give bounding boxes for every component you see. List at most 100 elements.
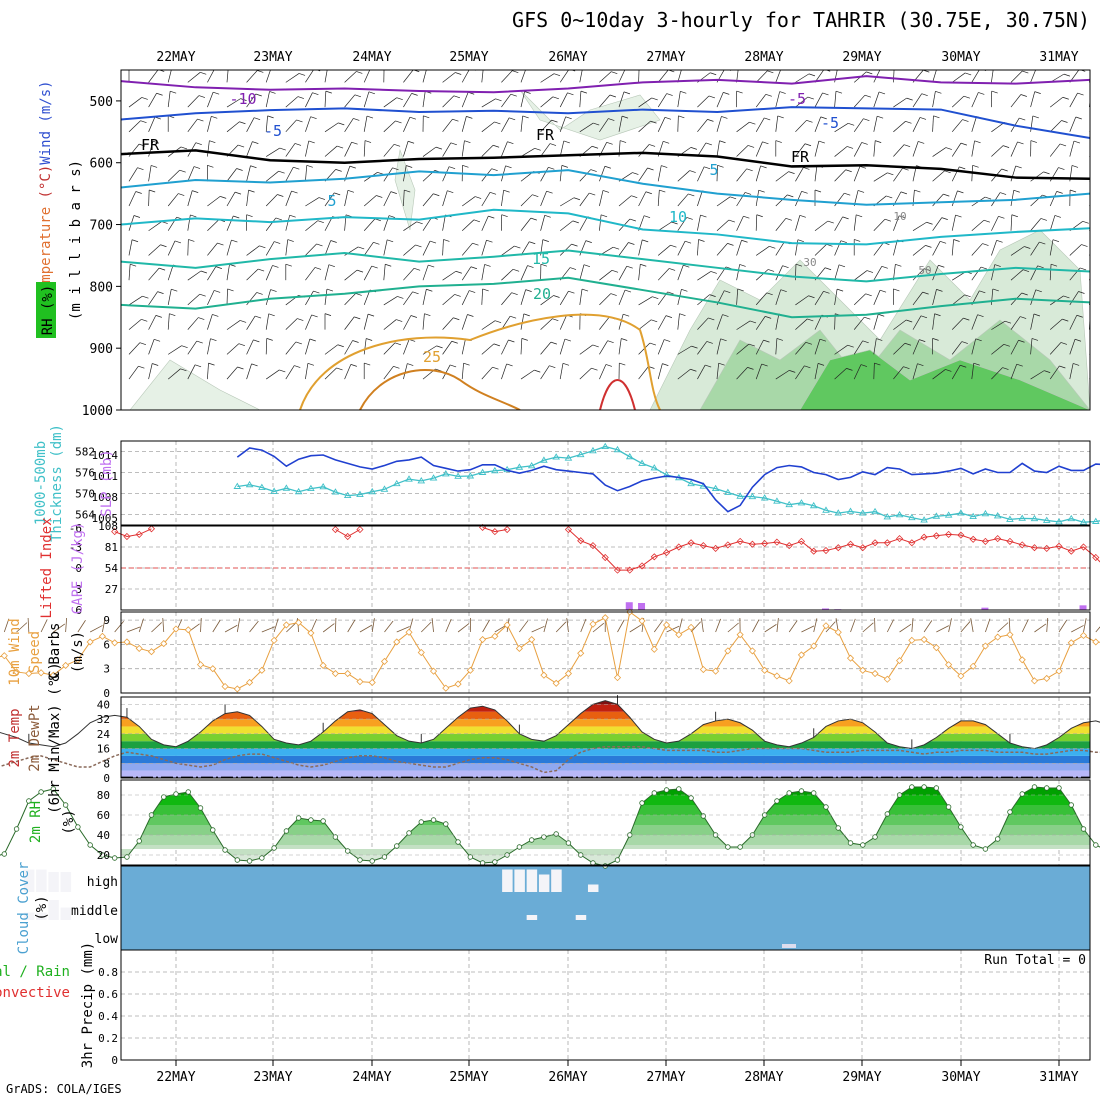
thickness-point xyxy=(981,509,990,517)
wind-barb xyxy=(795,120,807,133)
wind-barb xyxy=(716,363,720,380)
wind-speed-point xyxy=(417,648,425,657)
wind-barb xyxy=(363,314,369,330)
wind-barb xyxy=(1069,315,1078,330)
wind-barb xyxy=(285,318,298,330)
wind-barb-flag xyxy=(139,342,147,345)
wind-barb-flag xyxy=(532,194,539,198)
wind-barb xyxy=(344,94,356,108)
surface-wind-barb xyxy=(77,620,86,633)
rh-shading xyxy=(519,89,661,141)
date-label-top: 28MAY xyxy=(744,50,783,65)
wind-barb-flag xyxy=(491,168,498,171)
surface-wind-barb xyxy=(1046,618,1049,633)
wind-barb-flag xyxy=(314,267,322,270)
wind-barb-flag xyxy=(906,97,913,101)
wind-barb-flag xyxy=(1074,338,1082,342)
wind-speed-point xyxy=(969,662,977,670)
rh-point xyxy=(430,817,437,823)
li-point xyxy=(564,525,573,534)
wind-barb-flag xyxy=(767,70,774,74)
wind-barb-flag xyxy=(945,369,952,372)
wind-barb-flag xyxy=(980,266,988,270)
wind-barb xyxy=(520,369,535,380)
wind-barb xyxy=(383,191,392,207)
wind-barb xyxy=(246,268,259,281)
upper-air-label-part: Temperature xyxy=(38,198,54,299)
date-label-top: 22MAY xyxy=(156,50,195,65)
wind-barb-flag xyxy=(1021,292,1028,296)
temp-contour xyxy=(121,169,1090,206)
wind-barb xyxy=(1089,353,1090,355)
wind-barb-flag xyxy=(906,319,913,323)
thickness-point xyxy=(319,482,327,490)
wind-barb xyxy=(167,313,170,330)
wind-barb-flag xyxy=(758,189,765,193)
temp-band xyxy=(121,770,1090,778)
wind-barb xyxy=(540,365,550,380)
wind-barb-flag xyxy=(436,345,443,349)
wind-barb xyxy=(540,143,551,157)
wind-barb-flag xyxy=(253,339,260,343)
wind-barb-flag xyxy=(228,66,234,68)
wind-barb-flag xyxy=(623,313,630,317)
wind-barb xyxy=(540,215,546,231)
run-total-label: Run Total = 0 xyxy=(984,953,1086,968)
rh-point xyxy=(344,848,351,854)
wind-barb-flag xyxy=(317,220,324,223)
wind-barb-flag xyxy=(138,365,145,369)
surface-wind-barb xyxy=(322,623,335,633)
wind-barb-flag xyxy=(678,115,685,119)
surface-wind-barb xyxy=(1058,620,1067,633)
date-label-top: 29MAY xyxy=(842,50,881,65)
surface-wind-barb xyxy=(653,620,663,633)
wind-barb xyxy=(559,338,566,355)
wind-barb xyxy=(599,293,611,306)
thickness-tick-label: 570 xyxy=(75,488,95,501)
wind-speed-point xyxy=(282,621,290,629)
wind-barb-flag xyxy=(521,338,528,341)
wind-barb-flag xyxy=(250,165,257,169)
wind-barb-flag xyxy=(310,116,317,120)
wind-barb xyxy=(951,294,965,306)
wind-barb xyxy=(540,318,553,330)
rh-tick-label: 80 xyxy=(97,789,110,802)
rh-band xyxy=(121,815,1090,825)
wind-barb-flag xyxy=(650,120,657,124)
thickness-point xyxy=(1006,515,1014,522)
wind-barb xyxy=(991,145,1004,157)
wind-barb xyxy=(697,142,707,157)
rh-point xyxy=(737,844,743,850)
wind-barb-flag xyxy=(475,196,482,199)
wind-barb xyxy=(226,320,241,330)
wind-barb xyxy=(951,239,954,256)
wind-barb-flag xyxy=(818,140,825,144)
wind-barb-flag xyxy=(409,339,416,342)
temp-band xyxy=(121,700,1090,705)
thickness-point xyxy=(625,452,634,460)
wind-barb xyxy=(1010,141,1018,157)
cloud-bar-middle xyxy=(36,912,47,920)
cloud-unit-part: (%) xyxy=(34,895,50,920)
wind-barb-flag xyxy=(854,239,861,242)
wind-barb-flag xyxy=(681,288,688,292)
wind-barb-flag xyxy=(877,115,884,119)
rh-point xyxy=(369,858,375,864)
wind-barb xyxy=(853,166,861,182)
wind-barb xyxy=(344,340,353,355)
wind-barb-flag xyxy=(527,265,534,268)
wind-barb-flag xyxy=(1063,295,1070,299)
wind-barb-flag xyxy=(845,169,852,173)
wind-barb xyxy=(951,119,963,133)
li-tick-label: 6 xyxy=(75,604,82,617)
wind-barb xyxy=(677,241,686,256)
wind-barb xyxy=(716,338,721,355)
wind-barb-flag xyxy=(307,362,315,366)
wind-barb-flag xyxy=(358,246,365,250)
wind-barb-flag xyxy=(767,269,775,272)
wind-barb-flag xyxy=(197,118,204,122)
li-point xyxy=(994,535,1002,543)
surface-wind-barb xyxy=(102,618,106,633)
wind-barb-flag xyxy=(1054,215,1061,218)
wind-barb xyxy=(1049,365,1060,380)
